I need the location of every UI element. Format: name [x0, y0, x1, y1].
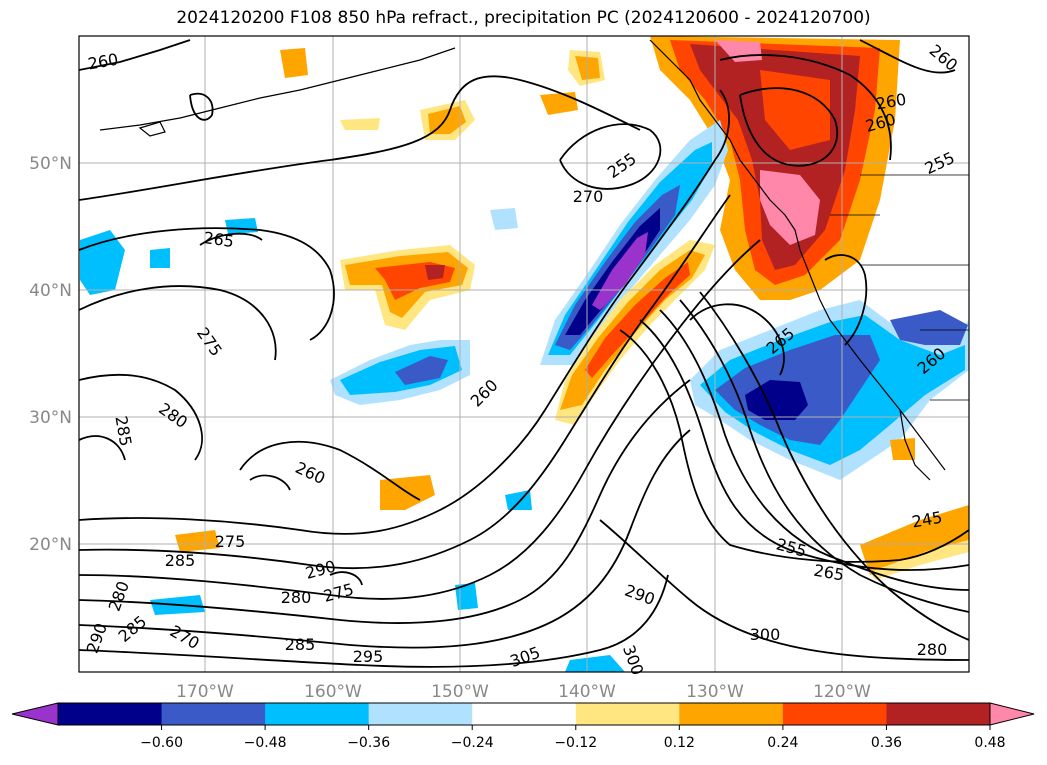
colorbar-tick-label: −0.24 — [451, 735, 494, 751]
colorbar-swatch — [368, 703, 473, 725]
colorbar-swatch — [575, 703, 680, 725]
gridlines — [79, 36, 969, 672]
colorbar-swatch — [265, 703, 370, 725]
lat-label-40n: 40°N — [29, 281, 72, 301]
colorbar-tick-label: −0.36 — [347, 735, 390, 751]
colorbar-extend-high — [989, 702, 1035, 726]
colorbar-tick-label: 0.36 — [871, 735, 902, 751]
contour-label: 280 — [281, 588, 312, 607]
colorbar-swatch — [472, 703, 577, 725]
contour-label: 295 — [353, 647, 384, 666]
colorbar-tick-label: 0.12 — [664, 735, 695, 751]
colorbar-tick-label: 0.24 — [767, 735, 798, 751]
lat-label-50n: 50°N — [29, 154, 72, 174]
contour-label: 280 — [917, 640, 948, 659]
colorbar-frame — [57, 702, 991, 726]
lon-label-130w: 130°W — [686, 682, 744, 702]
colorbar-tick-label: −0.60 — [140, 735, 183, 751]
colorbar: −0.60 −0.48 −0.36 −0.24 −0.12 0.12 0.24 0.36 0.4… — [11, 702, 1035, 751]
colorbar-tick-label: −0.48 — [244, 735, 287, 751]
lon-label-150w: 150°W — [431, 682, 489, 702]
colorbar-tick-label: −0.12 — [554, 735, 597, 751]
colorbar-swatch — [161, 703, 266, 725]
contour-label: 285 — [285, 635, 316, 654]
refractivity-contours — [79, 39, 969, 668]
contour-label: 270 — [573, 187, 604, 206]
contour-label: 265 — [202, 228, 235, 251]
lon-label-170w: 170°W — [176, 682, 234, 702]
map-title: 2024120200 F108 850 hPa refract., precip… — [176, 8, 871, 28]
colorbar-swatch — [886, 703, 991, 725]
coastlines — [99, 39, 969, 481]
lon-label-120w: 120°W — [813, 682, 871, 702]
colorbar-swatch — [58, 703, 163, 725]
contour-label: 275 — [215, 532, 246, 551]
map-frame — [78, 35, 970, 673]
colorbar-swatch — [782, 703, 887, 725]
contour-label: 285 — [165, 551, 196, 570]
lat-label-20n: 20°N — [29, 535, 72, 555]
contour-label: 300 — [750, 625, 781, 644]
lon-label-160w: 160°W — [304, 682, 362, 702]
lon-label-140w: 140°W — [558, 682, 616, 702]
colorbar-tick-label: 0.48 — [974, 735, 1005, 751]
colorbar-swatch — [679, 703, 784, 725]
lat-label-30n: 30°N — [29, 408, 72, 428]
colorbar-extend-low — [11, 702, 59, 726]
